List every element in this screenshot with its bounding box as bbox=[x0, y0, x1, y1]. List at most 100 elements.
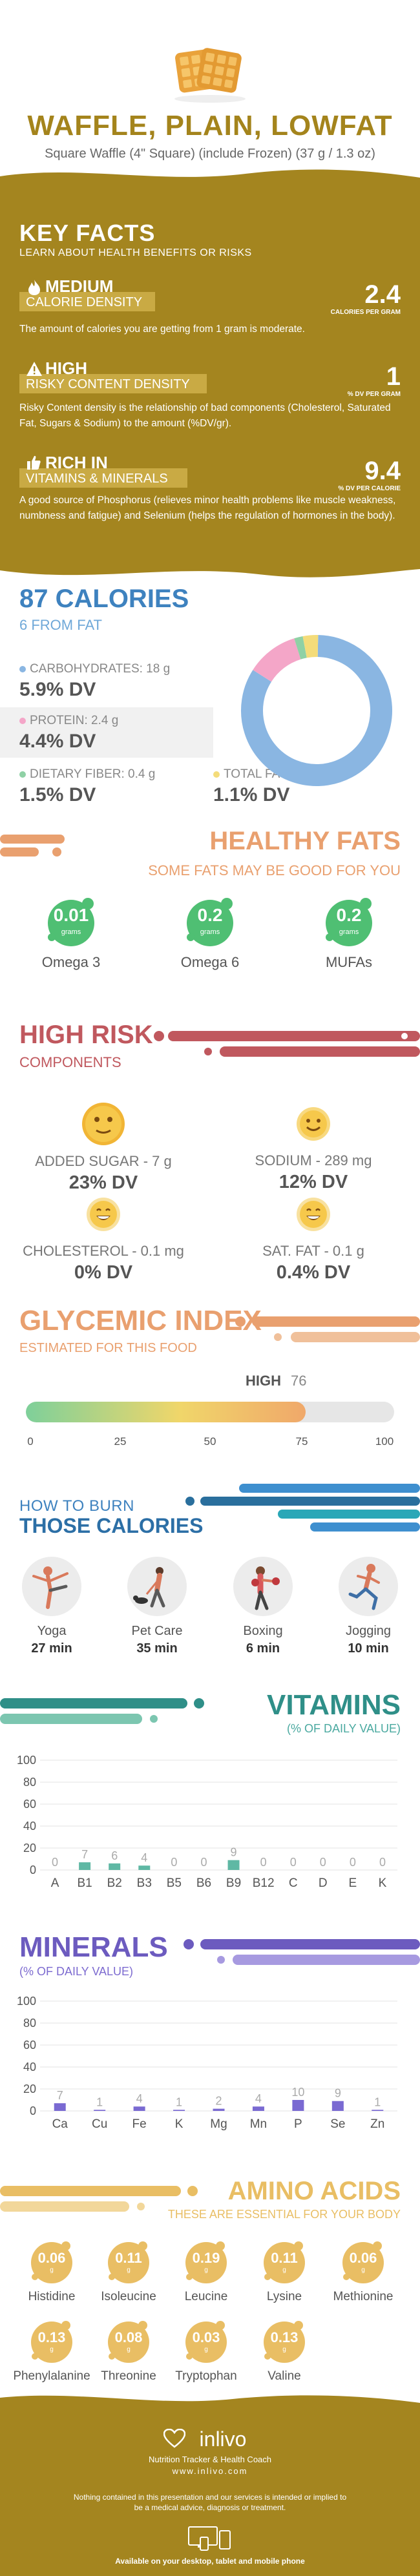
x-tick-label: Cu bbox=[92, 2117, 107, 2131]
amino-name: Lysine bbox=[266, 2290, 302, 2303]
amino-name: Isoleucine bbox=[101, 2290, 156, 2303]
risk-added-sugar: ADDED SUGAR - 7 g 23% DV bbox=[13, 1101, 194, 1194]
y-tick-label: 40 bbox=[23, 1820, 36, 1833]
pet-care-icon bbox=[133, 1567, 165, 1608]
fat-value: 0.2 bbox=[197, 905, 223, 925]
fat-mufas: 0.2 grams MUFAs bbox=[310, 895, 388, 971]
amino-badge bbox=[264, 2321, 305, 2363]
glycemic-title: GLYCEMIC INDEX bbox=[19, 1305, 262, 1336]
healthy-fats-title: HEALTHY FATS bbox=[209, 827, 401, 855]
key-fact-value: 2.4 bbox=[364, 280, 401, 309]
activity-minutes: 6 min bbox=[246, 1641, 280, 1656]
cell-dv: 1.1% DV bbox=[213, 784, 290, 805]
decorative-stripes bbox=[185, 1484, 420, 1532]
data-label: 4 bbox=[255, 2092, 262, 2105]
legend-dot bbox=[19, 665, 26, 672]
amino-name: Phenylalanine bbox=[13, 2369, 90, 2383]
activity-minutes: 35 min bbox=[136, 1641, 178, 1656]
amino-badge bbox=[108, 2241, 149, 2283]
warning-icon bbox=[26, 362, 42, 376]
calories-from-fat: 6 FROM FAT bbox=[19, 617, 102, 633]
amino-value: 0.11 bbox=[115, 2250, 142, 2266]
risk-label: SODIUM - 289 mg bbox=[255, 1152, 372, 1169]
risk-label: SAT. FAT - 0.1 g bbox=[262, 1243, 364, 1259]
bar-b3 bbox=[138, 1865, 151, 1870]
amino-unit: g bbox=[282, 2267, 286, 2274]
key-fact-description: The amount of calories you are getting f… bbox=[19, 324, 305, 335]
fat-value: 0.2 bbox=[336, 905, 362, 925]
fat-omega-6: 0.2 grams Omega 6 bbox=[171, 895, 249, 971]
amino-value: 0.19 bbox=[192, 2250, 220, 2266]
cell-label: PROTEIN: 2.4 g bbox=[30, 714, 119, 727]
amino-unit: g bbox=[361, 2267, 365, 2274]
data-label: 1 bbox=[176, 2095, 182, 2108]
data-label: 0 bbox=[350, 1856, 356, 1869]
cell-dv: 1.5% DV bbox=[19, 784, 96, 805]
amino-acid-valine: 0.13 g Valine bbox=[244, 2318, 324, 2384]
x-tick-label: B2 bbox=[107, 1876, 122, 1890]
risk-cholesterol: CHOLESTEROL - 0.1 mg 0% DV bbox=[13, 1196, 194, 1283]
y-tick-label: 0 bbox=[30, 1864, 36, 1876]
amino-acid-leucine: 0.19 g Leucine bbox=[166, 2238, 246, 2304]
activity-yoga: Yoga 27 min bbox=[10, 1557, 94, 1656]
footer: inlivo Nutrition Tracker & Health Coach … bbox=[0, 2395, 420, 2576]
data-label: 2 bbox=[215, 2095, 222, 2108]
heart-logo-icon bbox=[163, 2429, 185, 2448]
data-label: 0 bbox=[171, 1856, 177, 1869]
glycemic-tick: 100 bbox=[375, 1435, 394, 1448]
amino-name: Leucine bbox=[184, 2290, 228, 2303]
amino-name: Valine bbox=[268, 2369, 301, 2383]
footer-tagline: Nutrition Tracker & Health Coach bbox=[148, 2455, 272, 2464]
minerals-subtitle: (% OF DAILY VALUE) bbox=[19, 1965, 134, 1978]
key-facts-subheading: LEARN ABOUT HEALTH BENEFITS OR RISKS bbox=[19, 247, 252, 258]
healthy-fats-subtitle: SOME FATS MAY BE GOOD FOR YOU bbox=[148, 862, 401, 878]
x-tick-label: B6 bbox=[196, 1876, 211, 1890]
data-label: 0 bbox=[200, 1856, 207, 1869]
devices-icon bbox=[188, 2526, 231, 2551]
footer-available: Available on your desktop, tablet and mo… bbox=[115, 2557, 305, 2566]
amino-acid-phenylalanine: 0.13 g Phenylalanine bbox=[12, 2318, 92, 2384]
risk-dv: 23% DV bbox=[68, 1172, 138, 1193]
amino-badge bbox=[342, 2241, 384, 2283]
bar-mg bbox=[213, 2108, 225, 2111]
footer-url[interactable]: www.inlivo.com bbox=[172, 2466, 248, 2476]
bar-b9 bbox=[227, 1860, 240, 1870]
dietary-fiber-cell: DIETARY FIBER: 0.4 g 1.5% DV bbox=[19, 767, 155, 806]
minerals-bar-chart: 100 80 60 40 20 0 7 Ca 1 Cu 4 Fe 1 K 2 Mg 4 Mn 10 P 9 Se 1 Zn bbox=[17, 1995, 397, 2131]
risk-label: CHOLESTEROL - 0.1 mg bbox=[23, 1243, 184, 1259]
key-fact-description: A good source of Phosphorus (relieves mi… bbox=[19, 495, 396, 521]
amino-unit: g bbox=[204, 2346, 208, 2353]
fat-badge bbox=[326, 898, 372, 946]
cell-dv: 5.9% DV bbox=[19, 679, 96, 700]
decorative-stripes bbox=[235, 1316, 420, 1342]
amino-value: 0.06 bbox=[349, 2250, 377, 2266]
high-risk-title: HIGH RISK bbox=[19, 1021, 153, 1049]
calories-title: 87 CALORIES bbox=[19, 585, 189, 613]
key-fact-level: MEDIUM bbox=[45, 276, 114, 296]
cell-dv: 4.4% DV bbox=[19, 731, 96, 752]
amino-value: 0.13 bbox=[270, 2329, 299, 2345]
smile-face-icon bbox=[297, 1107, 330, 1141]
data-label: 0 bbox=[290, 1856, 297, 1869]
bar-ca bbox=[54, 2103, 66, 2111]
bar-b2 bbox=[109, 1863, 121, 1870]
wave-divider bbox=[0, 2395, 420, 2409]
key-fact-label: VITAMINS & MINERALS bbox=[26, 472, 168, 486]
wave-divider bbox=[0, 569, 420, 585]
amino-acid-histidine: 0.06 g Histidine bbox=[12, 2238, 92, 2304]
amino-name: Tryptophan bbox=[175, 2369, 237, 2383]
activity-name: Pet Care bbox=[131, 1624, 183, 1638]
fat-badge bbox=[187, 898, 233, 946]
cell-label: CARBOHYDRATES: 18 g bbox=[30, 662, 171, 676]
x-tick-label: K bbox=[379, 1876, 387, 1890]
glycemic-value: 76 bbox=[291, 1373, 307, 1389]
fat-unit: grams bbox=[339, 928, 359, 936]
data-label: 10 bbox=[291, 2086, 304, 2099]
minerals-title: MINERALS bbox=[19, 1931, 168, 1963]
x-tick-label: Ca bbox=[52, 2117, 68, 2131]
flame-icon bbox=[28, 280, 40, 295]
glycemic-tick: 25 bbox=[114, 1435, 127, 1448]
vitamins-subtitle: (% OF DAILY VALUE) bbox=[286, 1722, 401, 1735]
data-label: 1 bbox=[374, 2095, 381, 2108]
